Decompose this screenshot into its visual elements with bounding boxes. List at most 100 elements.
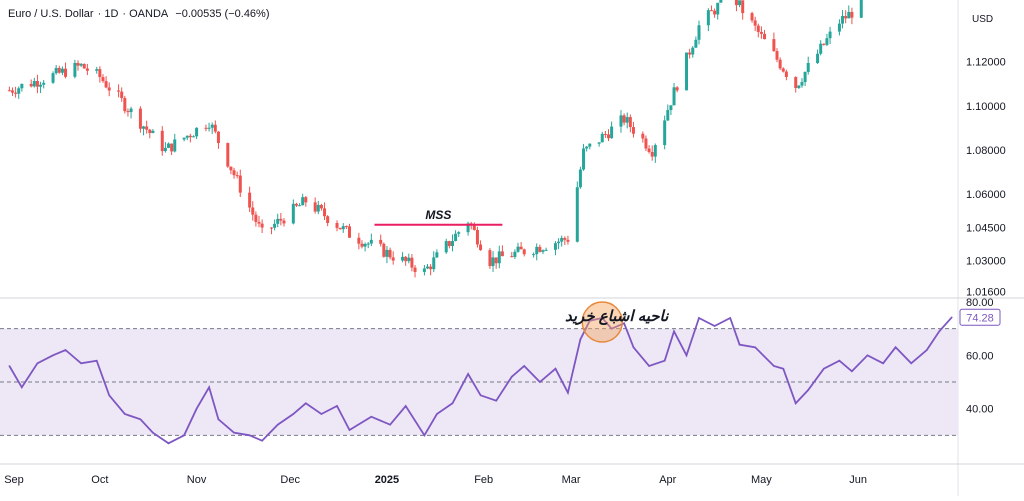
candle-body [210,124,214,128]
candle-body [522,249,526,255]
candle-body [117,90,121,92]
candle-body [248,192,252,208]
candle-body [410,257,414,268]
candle-body [129,108,133,113]
rsi-point [320,413,323,415]
candle-body [76,62,80,66]
candle-body [447,241,451,246]
rsi-point [910,362,912,365]
rsi-point [882,362,884,365]
price-tick-label: 1.03000 [966,256,1006,268]
rsi-point [276,423,279,426]
candle-body [800,82,804,86]
candle-body [653,145,657,157]
candle-body [160,130,164,152]
candle-body [479,244,483,251]
rsi-point [554,367,557,370]
candle-body [734,0,738,6]
rsi-point [21,386,23,389]
candle-body [532,254,536,256]
rsi-point [601,317,604,319]
price-tick-label: 1.12000 [966,57,1006,69]
rsi-point [523,365,526,367]
candle-body [326,216,330,223]
chart-header: Euro / U.S. Dollar · 1D · OANDA −0.00535 (… [8,8,270,20]
candle-body [575,187,579,242]
candle-body [213,124,217,132]
candle-body [516,246,520,252]
rsi-point [738,343,741,346]
candle-body [669,105,673,111]
candle-body [204,127,208,129]
rsi-point [663,359,666,362]
rsi-tick-label: 40.00 [966,404,994,416]
candle-body [151,130,155,134]
candle-body [641,133,645,139]
candle-body [619,115,623,127]
candle-body [803,71,807,83]
candle-body [401,256,405,261]
candle-body [622,115,626,123]
symbol-name: Euro / U.S. Dollar [8,8,94,20]
candle-body [195,127,199,137]
candle-body [32,81,36,87]
overbought-annotation: ناحیه اشباع خرید [565,308,669,325]
candle-body [691,47,695,55]
candle-body [844,16,848,19]
rsi-point [823,367,825,370]
rsi-point [348,429,351,431]
rsi-point [894,346,897,349]
candle-body [429,266,433,270]
candle-body [466,223,470,233]
rsi-point [139,418,142,421]
candles [7,0,863,278]
rsi-point [794,402,797,405]
rsi-series [8,316,953,445]
candle-body [64,68,68,77]
rsi-point [610,327,613,330]
candle-body [29,83,33,87]
candle-body [781,68,785,72]
candle-body [519,246,523,250]
time-tick-label: 2025 [375,474,399,486]
candle-body [566,239,570,242]
candle-body [494,257,498,264]
candle-body [98,69,102,78]
rsi-point [370,415,373,418]
time-tick-label: Apr [659,474,676,486]
candle-body [763,33,767,40]
candle-body [357,237,361,244]
candle-body [14,92,18,94]
candle-body [585,146,589,149]
candle-body [450,240,454,246]
rsi-point [698,317,700,319]
rsi-point [389,423,391,426]
candle-body [85,68,89,71]
rsi-point [292,413,295,415]
candle-body [697,25,701,40]
rsi-point [36,362,39,365]
rsi-tick-label: 60.00 [966,350,994,362]
rsi-point [773,365,775,367]
candle-body [170,143,174,152]
rsi-point [423,434,426,437]
candle-body [685,52,689,91]
candle-body [513,251,517,257]
candle-body [57,67,61,73]
broker: OANDA [129,8,169,20]
candle-body [750,13,754,21]
candle-body [126,111,130,113]
candle-body [816,53,820,64]
candle-body [647,148,651,152]
candle-body [385,249,389,257]
rsi-point [233,431,235,434]
rsi-point [495,399,497,402]
candle-body [850,11,854,18]
price-tick-label: 1.08000 [966,145,1006,157]
rsi-point [305,402,307,405]
candle-body [163,147,167,152]
candle-body [51,73,55,83]
time-tick-label: Jun [849,474,867,486]
candle-body [603,133,607,135]
